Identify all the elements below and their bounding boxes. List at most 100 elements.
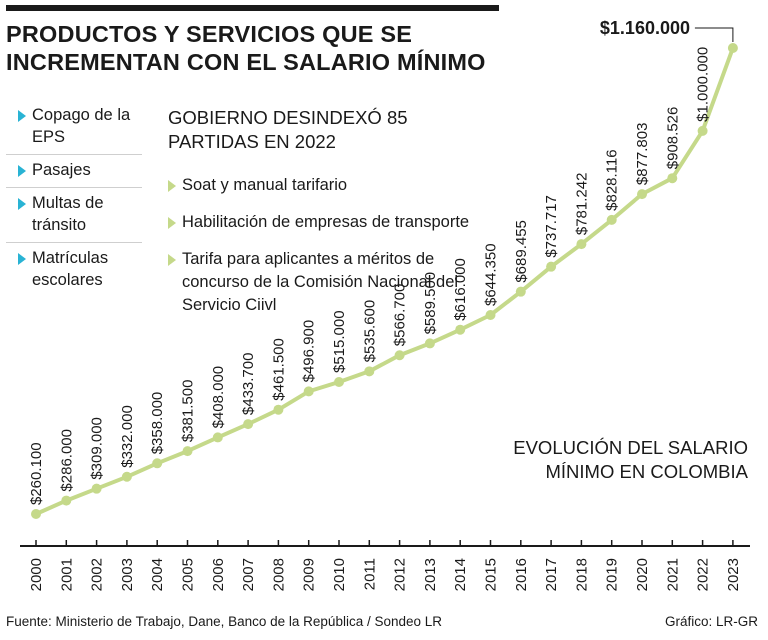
triangle-bullet-icon [168, 254, 176, 266]
list-item: Multas de tránsito [6, 188, 142, 243]
data-label: $1.160.000 [600, 18, 690, 38]
triangle-bullet-icon [18, 253, 26, 265]
data-label: $309.000 [89, 417, 106, 480]
list-item: Pasajes [6, 155, 142, 188]
x-tick-label: 2005 [180, 558, 197, 591]
list-item-label: Habilitación de empresas de transporte [182, 213, 470, 231]
data-label: $1.000.000 [695, 47, 712, 122]
x-tick-label: 2022 [695, 558, 712, 591]
data-label: $496.900 [301, 320, 318, 383]
data-point [91, 483, 102, 494]
data-point [424, 338, 435, 349]
triangle-bullet-icon [168, 217, 176, 229]
data-point [546, 261, 557, 272]
data-label: $286.000 [58, 429, 75, 492]
triangle-bullet-icon [18, 198, 26, 210]
chart-caption-line2: MÍNIMO EN COLOMBIA [545, 461, 749, 482]
x-tick-label: 2006 [210, 558, 227, 591]
data-label: $737.717 [543, 195, 560, 258]
data-label: $260.100 [28, 442, 45, 505]
data-point [515, 286, 526, 297]
data-point [455, 324, 466, 335]
data-point [61, 495, 72, 506]
data-label: $566.700 [392, 284, 409, 347]
x-tick-label: 2004 [149, 558, 166, 591]
x-tick-label: 2017 [543, 558, 560, 591]
data-point [727, 43, 738, 53]
deindexed-heading-line2: PARTIDAS EN 2022 [168, 131, 336, 152]
callout-leader [694, 27, 734, 42]
data-point [637, 189, 647, 200]
data-point [212, 432, 223, 443]
chart-title-line2: INCREMENTAN CON EL SALARIO MÍNIMO [6, 49, 486, 75]
title-bar-rule [6, 5, 499, 11]
list-item-label: Multas de tránsito [32, 194, 104, 234]
x-tick-label: 2011 [361, 558, 378, 590]
data-label: $616.000 [452, 258, 469, 321]
data-point [394, 350, 405, 361]
x-tick-label: 2016 [513, 558, 530, 591]
chart-title-line1: PRODUCTOS Y SERVICIOS QUE SE [6, 21, 413, 47]
data-label: $381.500 [180, 380, 197, 443]
data-label: $781.242 [573, 173, 590, 236]
x-tick-label: 2007 [240, 558, 257, 591]
deindexed-heading: GOBIERNO DESINDEXÓ 85 PARTIDAS EN 2022 [168, 106, 468, 154]
x-tick-label: 2023 [725, 558, 742, 591]
chart-caption: EVOLUCIÓN DEL SALARIO MÍNIMO EN COLOMBIA [508, 436, 748, 484]
data-label: $877.803 [634, 123, 651, 186]
data-point [152, 458, 163, 469]
affected-items-list: Copago de la EPS Pasajes Multas de tráns… [6, 100, 142, 297]
triangle-bullet-icon [18, 110, 26, 122]
x-tick-label: 2021 [664, 558, 681, 591]
data-label: $908.526 [664, 107, 681, 170]
triangle-bullet-icon [18, 165, 26, 177]
data-point [364, 366, 375, 377]
data-label: $433.700 [240, 353, 257, 416]
data-label: $461.500 [270, 338, 287, 401]
data-label: $332.000 [119, 405, 136, 468]
x-tick-label: 2013 [422, 558, 439, 591]
x-tick-label: 2015 [483, 558, 500, 591]
data-label: $408.000 [210, 366, 227, 429]
x-tick-label: 2019 [604, 558, 621, 591]
deindexed-heading-line1: GOBIERNO DESINDEXÓ 85 [168, 107, 408, 128]
chart-caption-line1: EVOLUCIÓN DEL SALARIO [513, 437, 748, 458]
chart-title: PRODUCTOS Y SERVICIOS QUE SE INCREMENTAN… [6, 20, 566, 76]
data-label: $589.500 [422, 272, 439, 335]
source-note: Fuente: Ministerio de Trabajo, Dane, Ban… [6, 614, 443, 629]
data-label: $689.455 [513, 220, 530, 283]
data-label: $644.350 [483, 243, 500, 306]
data-label: $535.600 [361, 300, 378, 363]
x-tick-label: 2008 [270, 558, 287, 591]
data-point [576, 239, 587, 250]
triangle-bullet-icon [168, 180, 176, 192]
x-tick-label: 2009 [301, 558, 318, 591]
data-label: $828.116 [604, 149, 621, 210]
list-item-label: Soat y manual tarifario [182, 176, 348, 194]
list-item-label: Copago de la EPS [32, 106, 131, 146]
deindexed-items-list: Soat y manual tarifario Habilitación de … [164, 172, 474, 319]
data-point [303, 386, 314, 397]
x-tick-label: 2020 [634, 558, 651, 591]
x-tick-label: 2001 [58, 558, 75, 591]
data-point [121, 471, 132, 482]
data-label: $515.000 [331, 310, 348, 373]
data-point [667, 173, 678, 184]
list-item: Matrículas escolares [6, 243, 142, 297]
list-item: Copago de la EPS [6, 100, 142, 155]
data-label: $358.000 [149, 392, 166, 455]
data-point [334, 377, 344, 388]
list-item: Habilitación de empresas de transporte [164, 209, 474, 236]
list-item-label: Tarifa para aplicantes a méritos de conc… [182, 250, 459, 314]
list-item-label: Matrículas escolares [32, 249, 109, 289]
data-point [243, 419, 254, 430]
graphic-credit: Gráfico: LR-GR [664, 614, 758, 629]
data-point [485, 310, 496, 321]
x-tick-label: 2014 [452, 558, 469, 591]
x-tick-label: 2002 [89, 558, 106, 591]
data-point [273, 404, 284, 415]
x-tick-label: 2003 [119, 558, 136, 591]
list-item: Soat y manual tarifario [164, 172, 474, 199]
x-tick-label: 2000 [28, 558, 45, 591]
